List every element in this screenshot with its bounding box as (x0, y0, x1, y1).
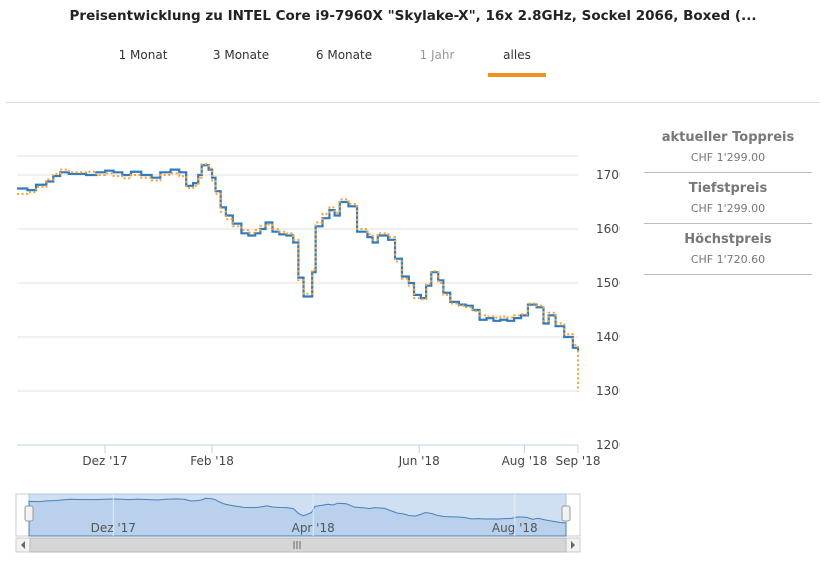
navigator-handle-left[interactable] (24, 505, 34, 522)
grid-lines (17, 155, 578, 446)
active-tab-indicator (488, 73, 546, 77)
page-title: Preisentwicklung zu INTEL Core i9-7960X … (69, 8, 757, 24)
tab-3-monate[interactable]: 3 Monate (212, 48, 270, 62)
navigator-tick-label: Aug '18 (492, 521, 538, 535)
x-tick-label: Aug '18 (502, 454, 548, 468)
stat-label: Tiefstpreis (688, 181, 768, 196)
x-tick-label: Dez '17 (82, 454, 127, 468)
x-tick-label: Feb '18 (190, 454, 234, 468)
navigator-tick-label: Dez '17 (91, 521, 136, 535)
price-stats: aktueller Toppreis CHF 1'299.00 Tiefstpr… (644, 126, 812, 283)
x-axis: Dez '17 Feb '18 Jun '18 Aug '18 Sep '18 (17, 444, 601, 468)
stat-label: Höchstpreis (684, 232, 772, 247)
stat-lowest-price: Tiefstpreis CHF 1'299.00 (644, 181, 812, 224)
plot-area (17, 163, 580, 392)
price-chart: 1200 1300 1400 1500 1600 1700 Dez '17 Feb '18 J… (15, 155, 620, 553)
stat-value: CHF 1'299.00 (690, 202, 766, 215)
tab-1-monat[interactable]: 1 Monat (118, 48, 168, 62)
scroll-left-icon[interactable] (21, 541, 25, 549)
y-tick-label: 1400 (596, 330, 620, 344)
x-tick-label: Sep '18 (556, 454, 601, 468)
x-tick-label: Jun '18 (398, 454, 440, 468)
stat-value: CHF 1'299.00 (690, 151, 766, 164)
y-tick-label: 1200 (596, 438, 620, 452)
tab-alles[interactable]: alles (503, 48, 531, 62)
navigator-handle-right[interactable] (561, 505, 571, 522)
scroll-right-icon[interactable] (571, 541, 575, 549)
y-tick-label: 1700 (596, 168, 620, 182)
scrollbar-grip-icon (293, 541, 301, 549)
y-tick-label: 1300 (596, 384, 620, 398)
header-divider (6, 102, 820, 103)
stat-current-top-price: aktueller Toppreis CHF 1'299.00 (644, 130, 812, 173)
y-tick-label: 1600 (596, 222, 620, 236)
tab-6-monate[interactable]: 6 Monate (315, 48, 373, 62)
series-line-2 (17, 163, 579, 392)
stat-value: CHF 1'720.60 (690, 253, 766, 266)
y-axis: 1200 1300 1400 1500 1600 1700 (596, 168, 620, 452)
scrollbar-thumb[interactable] (29, 537, 567, 553)
navigator-tick-label: Apr '18 (292, 521, 335, 535)
tab-1-jahr: 1 Jahr (419, 48, 455, 62)
navigator[interactable]: Dez '17 Apr '18 Aug '18 (15, 493, 581, 553)
stat-highest-price: Höchstpreis CHF 1'720.60 (644, 232, 812, 275)
y-tick-label: 1500 (596, 276, 620, 290)
stat-label: aktueller Toppreis (661, 130, 795, 145)
